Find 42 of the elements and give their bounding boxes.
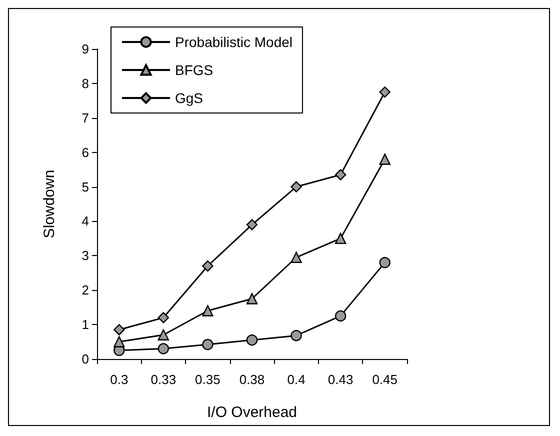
point [202, 338, 214, 350]
point [334, 169, 346, 180]
x-tick-label: 0.33 [150, 372, 176, 387]
legend-label: BFGS [175, 62, 214, 78]
point [246, 334, 258, 346]
y-tick-label: 2 [82, 282, 89, 298]
point [379, 86, 390, 98]
point [158, 329, 170, 340]
point [334, 232, 346, 244]
point [114, 336, 125, 348]
point [158, 343, 170, 354]
y-tick-label: 6 [82, 144, 89, 160]
point [379, 154, 390, 165]
y-axis-title: Slowdown [41, 170, 58, 238]
x-tick-label: 0.38 [239, 372, 265, 387]
x-tick-label: 0.4 [287, 372, 306, 387]
x-tick-label: 0.3 [110, 372, 128, 387]
x-tick-label: 0.43 [328, 372, 354, 387]
x-tick-label: 0.45 [372, 372, 398, 387]
y-tick-label: 1 [82, 317, 89, 332]
y-tick-label: 0 [82, 352, 89, 366]
y-tick-label: 4 [82, 214, 89, 229]
y-tick-label: 3 [82, 248, 89, 264]
x-tick-label: 0.35 [195, 372, 220, 387]
point [114, 324, 125, 336]
point [202, 305, 214, 316]
point [290, 330, 302, 342]
point [246, 293, 258, 304]
point [334, 310, 346, 322]
point [290, 252, 302, 263]
point [158, 312, 170, 324]
y-tick-label: 8 [82, 76, 89, 91]
point [246, 219, 258, 230]
legend-label: Probabilistic Model [175, 34, 292, 50]
legend-label: GgS [175, 90, 204, 106]
point [290, 181, 302, 192]
point [379, 256, 390, 268]
x-axis-title: I/O Overhead [206, 404, 298, 421]
y-tick-label: 9 [82, 42, 89, 56]
point [202, 260, 214, 272]
y-tick-label: 5 [82, 179, 89, 194]
y-tick-label: 7 [82, 110, 89, 126]
